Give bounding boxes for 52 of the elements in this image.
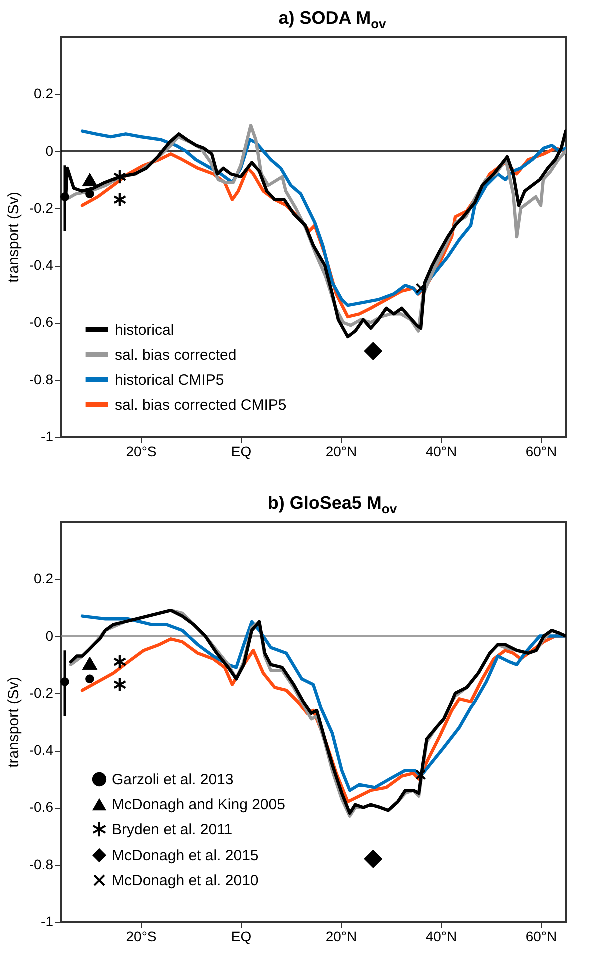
point [364,342,383,361]
legend-label: McDonagh and King 2005 [112,796,286,814]
line-series [80,614,566,792]
x-tick-label: 20°S [126,928,157,944]
point [60,678,70,686]
point [82,173,98,187]
point [82,656,98,670]
x-tick-label: 40°N [426,928,458,944]
legend-label: McDonagh et al. 2015 [112,848,259,864]
chart-title: a) SODA M$_{ov}$ [278,7,388,32]
x-tick-label: 20°N [326,444,358,460]
point [114,193,126,206]
x-tick-label: EQ [231,928,252,944]
y-tick-label: -1 [41,914,54,930]
point [416,283,426,294]
x-tick-label: 40°N [426,444,458,460]
y-axis-title: transport (Sv) [5,192,22,283]
y-tick-label: -0.8 [29,856,54,872]
y-tick-label: -0.4 [29,742,54,758]
x-tick-label: 20°S [126,444,157,460]
y-tick-label: 0 [46,142,54,159]
chart-title: b) GloSea5 M$_{ov}$ [266,492,398,517]
y-tick-label: -0.2 [29,684,54,701]
point [416,770,426,780]
point [60,192,70,202]
legend-label: Garzoli et al. 2013 [112,772,234,788]
y-tick-label: -0.8 [29,371,54,388]
point [114,655,126,669]
y-tick-label: -0.4 [29,257,54,274]
point [86,674,94,684]
y-tick-label: 0.2 [34,86,54,102]
legend-label: historical [115,322,174,339]
y-axis-title: transport (Sv) [5,677,22,768]
point [364,850,383,868]
y-tick-label: 0.2 [34,570,54,587]
y-tick-label: -0.6 [29,799,54,816]
legend-label: Bryden et al. 2011 [112,822,233,838]
x-tick-label: 60°N [526,928,558,944]
point [114,678,126,692]
legend-label: sal. bias corrected [115,347,237,364]
x-tick-label: 20°N [326,928,358,944]
x-tick-label: 60°N [526,444,558,460]
legend-label: McDonagh et al. 2010 [112,872,259,890]
y-tick-label: -0.2 [29,200,54,216]
y-tick-label: -1 [41,428,54,444]
legend-label: historical CMIP5 [115,372,224,389]
y-tick-label: -0.6 [29,314,54,330]
point [114,170,126,184]
point [86,190,94,199]
legend-label: sal. bias corrected CMIP5 [115,397,287,414]
x-tick-label: EQ [231,444,252,460]
y-tick-label: 0 [46,628,54,644]
